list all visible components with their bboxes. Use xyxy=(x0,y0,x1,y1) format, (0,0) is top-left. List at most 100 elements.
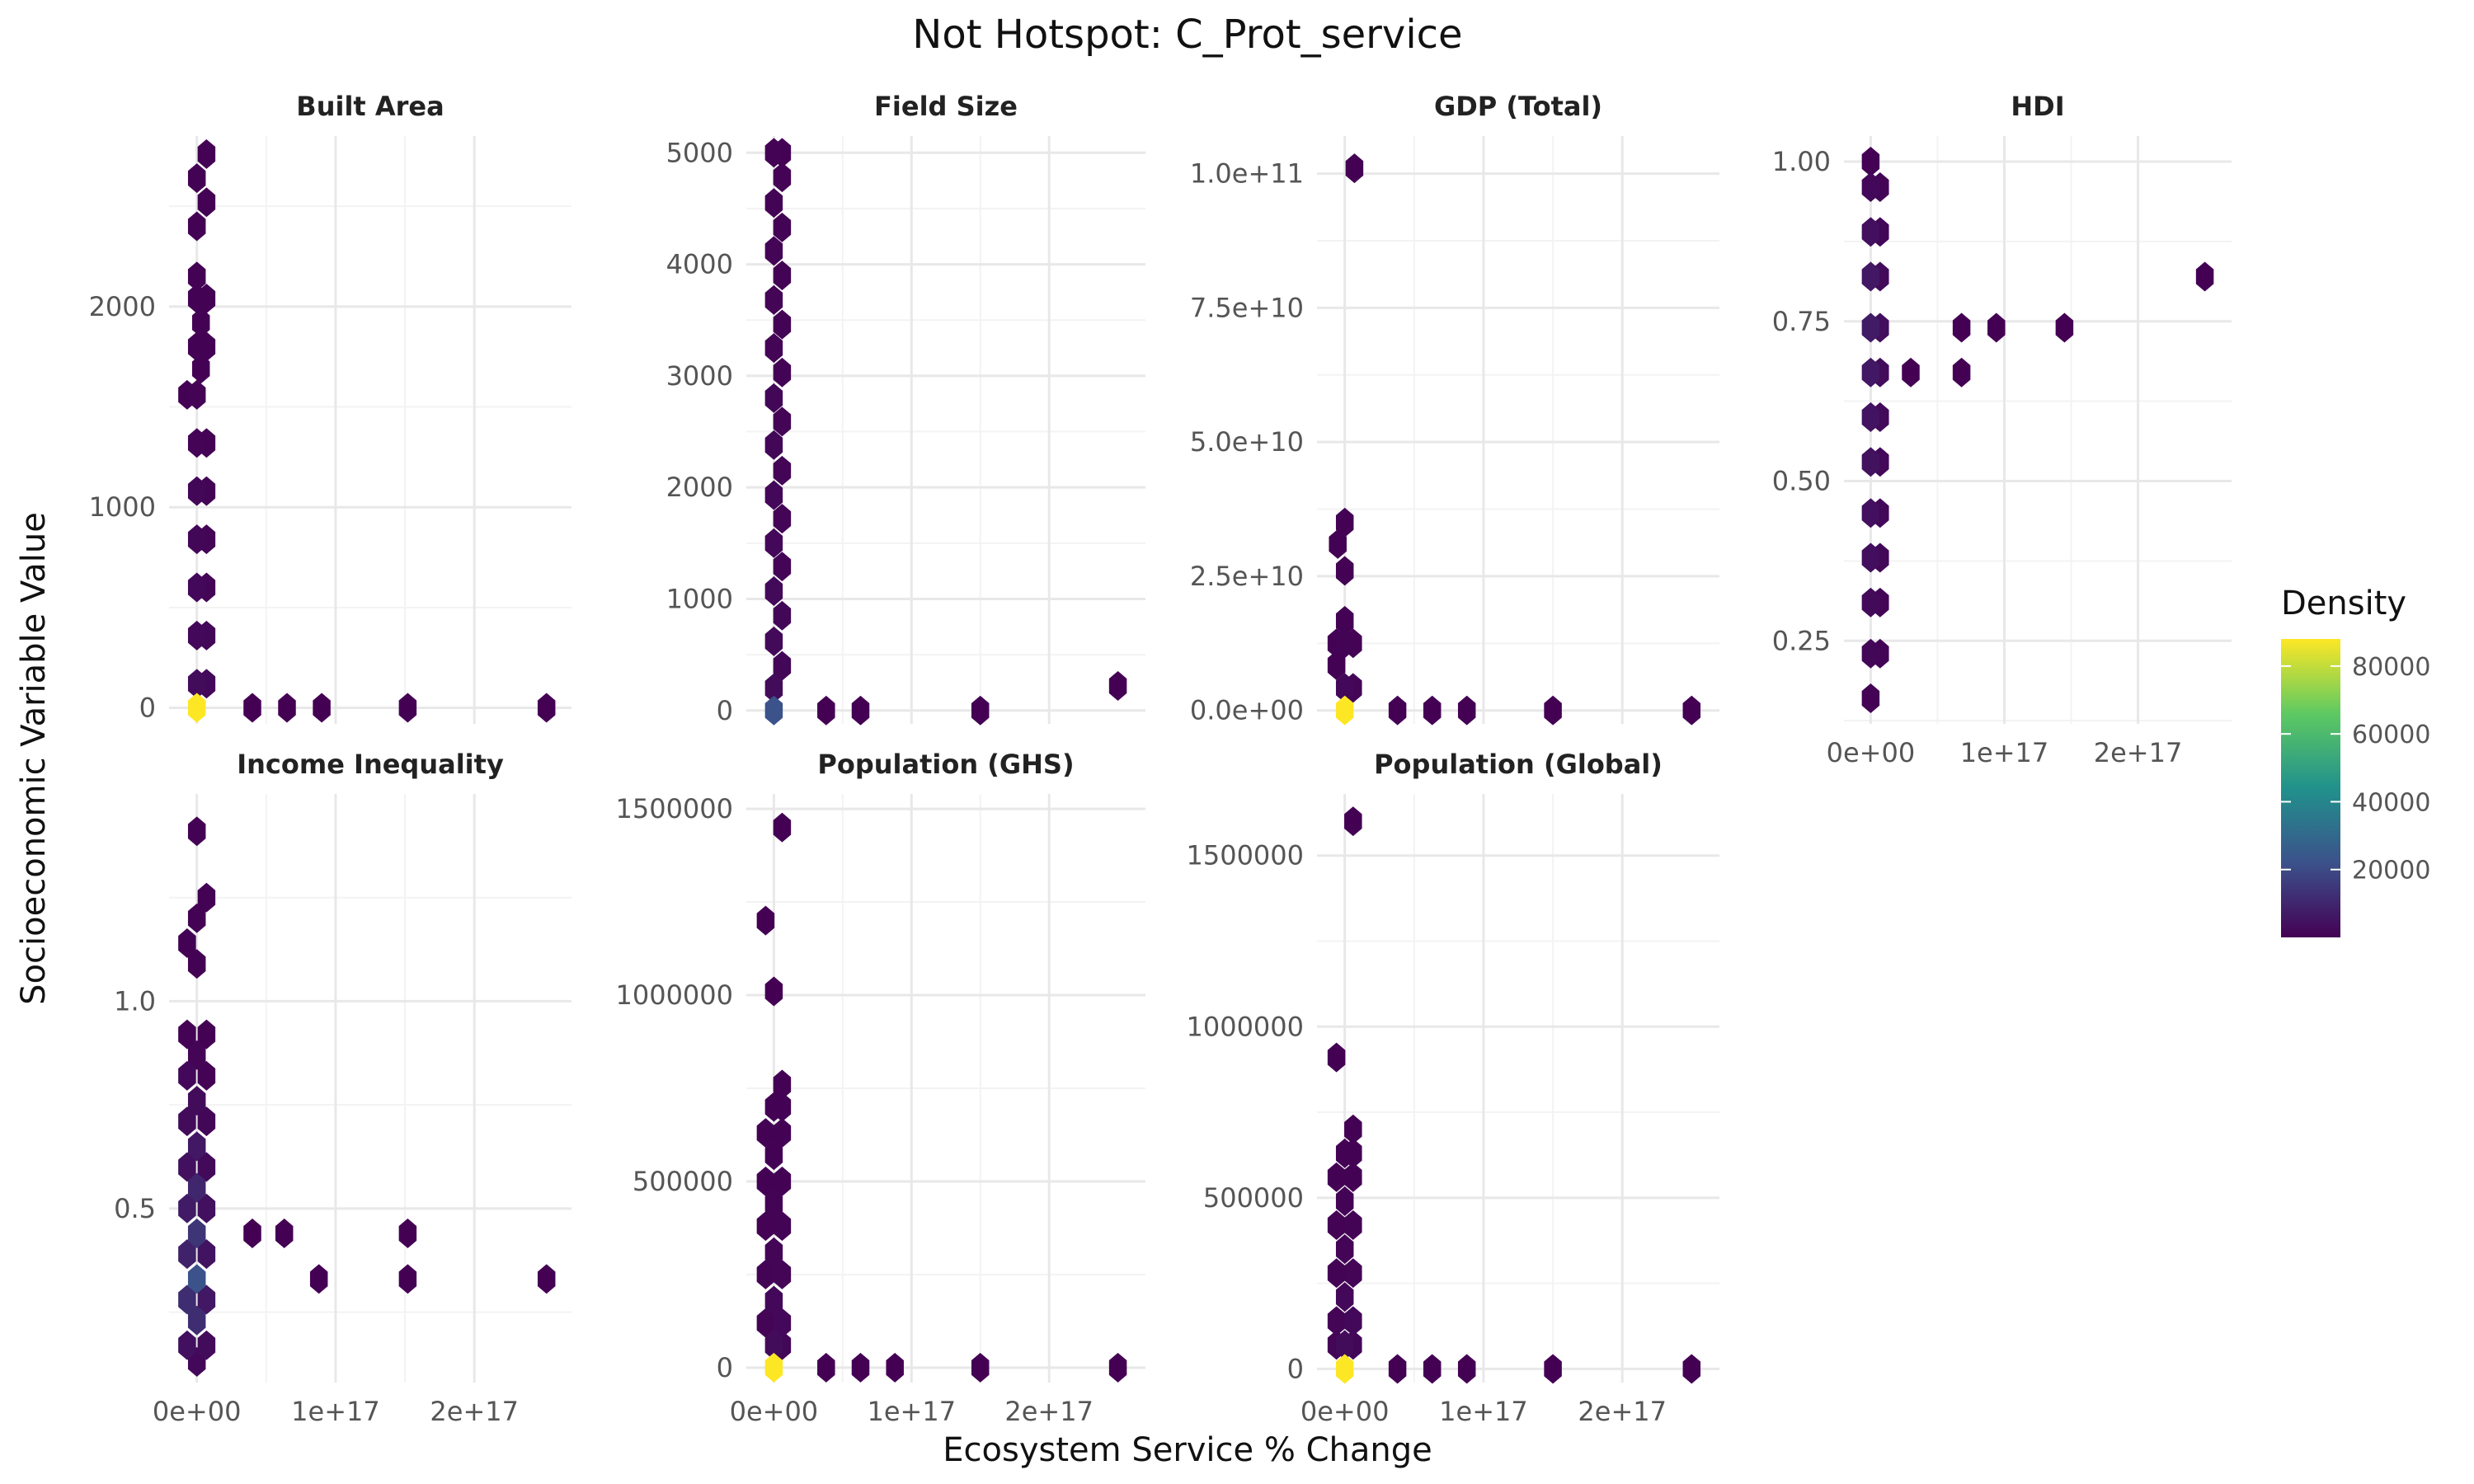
x-tick-label: 2e+17 xyxy=(1004,1396,1094,1427)
hexbin-cell xyxy=(187,620,206,650)
hexbin-cell xyxy=(197,1193,216,1223)
hexbin-cell xyxy=(197,187,216,218)
hexbin-cell xyxy=(1335,695,1354,726)
hexbin-cell xyxy=(187,693,206,723)
hexbin-cell xyxy=(178,1330,196,1360)
hexbin-cell xyxy=(1861,498,1880,528)
hexbin-cell xyxy=(1329,528,1347,559)
hexbin-cell xyxy=(773,309,792,340)
x-tick-label: 1e+17 xyxy=(1439,1396,1528,1427)
hexbin-cell xyxy=(1861,172,1880,202)
y-tick-label: 1.0e+11 xyxy=(1190,158,1304,190)
hexbin-cell xyxy=(178,1060,196,1091)
hexbin-cell xyxy=(764,138,783,168)
x-tick-label: 2e+17 xyxy=(1578,1396,1667,1427)
hexbin-cell xyxy=(764,695,783,726)
hexbin-cell xyxy=(178,1152,196,1182)
hexbin-cell xyxy=(1861,587,1880,618)
hexbin-cell xyxy=(764,976,783,1007)
facet-title: GDP (Total) xyxy=(1434,91,1602,122)
hexbin-cell xyxy=(756,905,775,936)
facet-title: Field Size xyxy=(874,91,1018,122)
y-tick-label: 2.5e+10 xyxy=(1190,561,1304,592)
hexbin-cell xyxy=(1987,312,2006,343)
hexbin-cell xyxy=(1344,1306,1362,1336)
hexbin-cell xyxy=(764,383,783,413)
hexbin-cell xyxy=(1344,1258,1362,1289)
hexbin-cell xyxy=(197,1060,216,1091)
y-tick-label: 0.5 xyxy=(114,1193,156,1224)
hexbin-cell xyxy=(187,816,206,847)
hexbin-cell xyxy=(773,455,792,486)
hexbin-cell xyxy=(773,650,792,681)
y-tick-label: 0 xyxy=(1287,1353,1304,1384)
hexbin-cell xyxy=(197,1330,216,1360)
hexbin-cell xyxy=(309,1264,328,1294)
hexbin-cell xyxy=(178,1019,196,1050)
hexbin-cell xyxy=(764,480,783,510)
y-tick-label: 0.25 xyxy=(1772,625,1831,656)
hexbin-cell xyxy=(773,1308,792,1338)
hexbin-cell xyxy=(2195,261,2214,292)
hexbin-cell xyxy=(1344,806,1362,837)
hexbin-cell xyxy=(886,1352,904,1383)
y-tick-label: 0.50 xyxy=(1772,466,1831,497)
hexbin-cell xyxy=(197,1152,216,1182)
hexbin-cell xyxy=(1344,1210,1362,1240)
y-tick-label: 7.5e+10 xyxy=(1190,292,1304,323)
hexbin-cell xyxy=(537,693,556,723)
hexbin-cell xyxy=(187,1040,206,1070)
hexbin-cell xyxy=(1861,542,1880,573)
y-tick-label: 0.75 xyxy=(1772,306,1831,337)
hexbin-cell xyxy=(773,1118,792,1148)
hexbin-cell xyxy=(764,626,783,656)
hexbin-cell xyxy=(187,163,206,194)
hexbin-cell xyxy=(1327,1162,1346,1192)
y-tick-label: 1500000 xyxy=(615,793,733,824)
hexbin-cell xyxy=(773,552,792,582)
hexbin-cell xyxy=(197,139,216,169)
y-tick-label: 2000 xyxy=(666,472,733,503)
hexbin-cell xyxy=(197,1019,216,1050)
hexbin-cell xyxy=(197,284,216,314)
hexbin-cell xyxy=(187,1264,206,1294)
hexbin-cell xyxy=(1861,638,1880,669)
hexbin-cell xyxy=(971,695,990,726)
hexbin-cell xyxy=(197,882,216,913)
hexbin-cell xyxy=(187,428,206,458)
hexbin-cell xyxy=(764,576,783,606)
x-axis-title: Ecosystem Service % Change xyxy=(943,1431,1432,1469)
hexbin-cell xyxy=(398,1219,417,1248)
hexbin-cell xyxy=(178,928,196,958)
hexbin-cell xyxy=(1861,217,1880,247)
hexbin-cell xyxy=(191,354,210,384)
hexbin-cell xyxy=(187,1086,206,1116)
hexbin-cell xyxy=(1335,1354,1354,1384)
hexbin-cell xyxy=(197,1239,216,1270)
facet-panel: Field Size 0 1000 2000 3000 4000 5000 xyxy=(666,91,1145,726)
x-tick-label: 2e+17 xyxy=(2094,737,2183,768)
legend-title: Density xyxy=(2281,585,2406,622)
hexbin-cell xyxy=(1108,1352,1127,1383)
hexbin-cell xyxy=(1952,357,1971,387)
hexbin-cell xyxy=(1327,650,1346,680)
hexbin-cell xyxy=(178,1239,196,1270)
hexbin-cell xyxy=(764,528,783,558)
legend-tick-label: 60000 xyxy=(2352,721,2430,749)
hexbin-cell xyxy=(1861,402,1880,432)
hexbin-cell xyxy=(2055,312,2074,343)
facet-title: Income Inequality xyxy=(237,749,504,780)
hexbin-cell xyxy=(178,1106,196,1137)
hexbin-cell xyxy=(1902,357,1920,387)
hexbin-cell xyxy=(817,1352,835,1383)
hexbin-cell xyxy=(1423,695,1442,726)
hexbin-cell xyxy=(1544,1354,1562,1384)
hexbin-cell xyxy=(764,236,783,266)
hexbin-cell xyxy=(773,406,792,437)
hexbin-cell xyxy=(1682,1354,1701,1384)
hexbin-cell xyxy=(187,476,206,506)
hexbin-cell xyxy=(764,1140,783,1171)
y-tick-label: 3000 xyxy=(666,360,733,392)
x-tick-label: 0e+00 xyxy=(730,1396,819,1427)
